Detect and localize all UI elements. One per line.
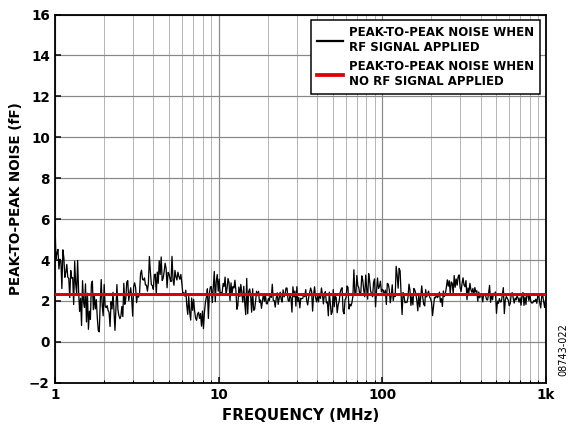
Legend: PEAK-TO-PEAK NOISE WHEN
RF SIGNAL APPLIED, PEAK-TO-PEAK NOISE WHEN
NO RF SIGNAL : PEAK-TO-PEAK NOISE WHEN RF SIGNAL APPLIE…	[311, 20, 539, 94]
Text: 08743-022: 08743-022	[558, 323, 569, 376]
X-axis label: FREQUENCY (MHz): FREQUENCY (MHz)	[221, 408, 379, 423]
Y-axis label: PEAK-TO-PEAK NOISE (fF): PEAK-TO-PEAK NOISE (fF)	[9, 102, 23, 295]
